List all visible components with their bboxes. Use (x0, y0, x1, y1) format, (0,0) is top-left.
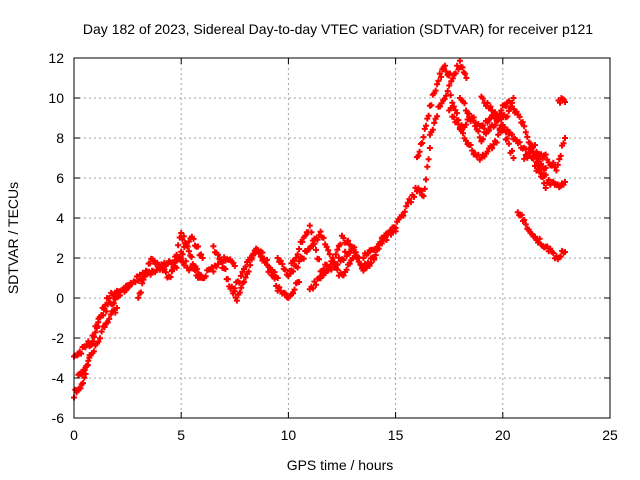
x-tick-label: 20 (495, 427, 511, 443)
series-track-12 (414, 57, 470, 161)
x-tick-label: 15 (388, 427, 404, 443)
x-tick-label: 0 (70, 427, 78, 443)
series-track-20 (514, 209, 568, 263)
series-track-3 (75, 305, 120, 378)
series-markers (521, 135, 568, 174)
series-track-17 (521, 135, 568, 174)
x-axis-label: GPS time / hours (287, 457, 394, 473)
series-markers (414, 57, 470, 161)
series-markers (71, 254, 206, 401)
y-tick-label: 0 (56, 290, 64, 306)
series-markers (360, 145, 433, 261)
series-markers (274, 228, 356, 279)
series-markers (71, 282, 131, 360)
axis-ticks: 0 5 10 15 20 25 -6 -4 -2 0 2 4 6 8 10 12 (48, 50, 618, 443)
y-tick-label: 2 (56, 250, 64, 266)
series-markers (210, 243, 281, 304)
series-markers (231, 245, 303, 301)
series-markers (75, 305, 120, 378)
y-tick-label: 4 (56, 210, 64, 226)
series-markers (478, 93, 549, 191)
y-tick-label: 8 (56, 130, 64, 146)
series-track-1 (71, 254, 206, 401)
chart-title: Day 182 of 2023, Sidereal Day-to-day VTE… (83, 21, 593, 37)
y-tick-label: -4 (52, 370, 65, 386)
plot-frame (73, 57, 611, 419)
series-markers (555, 95, 568, 106)
y-tick-label: 10 (48, 90, 64, 106)
y-tick-label: 12 (48, 50, 64, 66)
series-markers (532, 163, 568, 191)
series-track-7 (231, 245, 303, 301)
series-track-11 (360, 145, 433, 261)
x-tick-label: 5 (177, 427, 185, 443)
y-axis-label: SDTVAR / TECUs (5, 182, 21, 294)
series-track-18 (532, 163, 568, 191)
x-tick-label: 25 (602, 427, 618, 443)
series-track-6 (210, 243, 281, 304)
series-track-19 (555, 95, 568, 106)
series-markers (514, 209, 568, 263)
x-tick-label: 10 (281, 427, 297, 443)
series-track-8 (274, 228, 356, 279)
series-track-2 (71, 282, 131, 360)
series-layer (71, 57, 568, 401)
y-tick-label: -2 (52, 330, 65, 346)
series-track-16 (478, 93, 549, 191)
y-tick-label: -6 (52, 410, 65, 426)
y-tick-label: 6 (56, 170, 64, 186)
